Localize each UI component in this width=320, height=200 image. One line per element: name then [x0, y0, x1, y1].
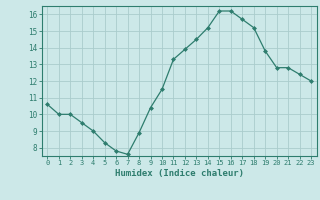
X-axis label: Humidex (Indice chaleur): Humidex (Indice chaleur): [115, 169, 244, 178]
